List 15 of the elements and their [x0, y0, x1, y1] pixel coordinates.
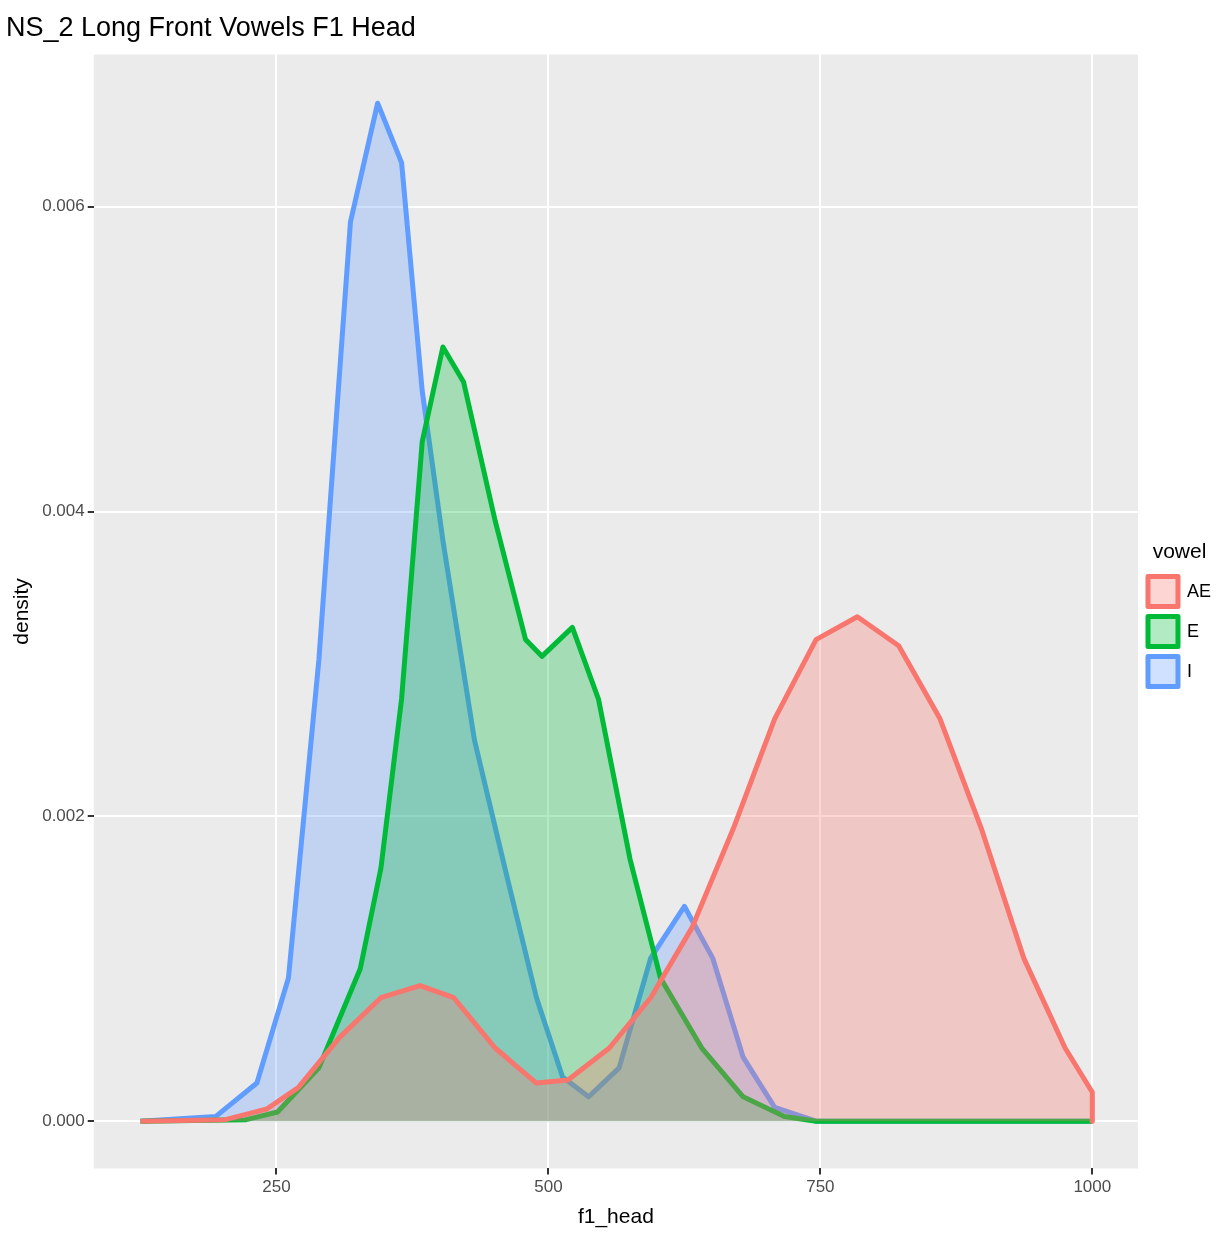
y-axis-title: density	[9, 577, 33, 645]
y-tick-label: 0.004	[42, 501, 85, 521]
x-tick-label: 500	[534, 1177, 563, 1197]
x-axis-title: f1_head	[577, 1204, 654, 1229]
y-tick-label: 0.000	[42, 1110, 85, 1130]
y-tick-label: 0.006	[42, 196, 85, 216]
legend-label: I	[1186, 660, 1192, 681]
legend-title: vowel	[1152, 538, 1207, 562]
legend-label: E	[1186, 620, 1199, 641]
y-tick-label: 0.002	[42, 806, 85, 826]
x-tick-label: 250	[262, 1177, 291, 1197]
chart-title: NS_2 Long Front Vowels F1 Head	[6, 11, 416, 42]
legend-label: AE	[1186, 580, 1211, 601]
x-tick-label: 750	[806, 1177, 835, 1197]
x-tick-label: 1000	[1073, 1177, 1112, 1197]
